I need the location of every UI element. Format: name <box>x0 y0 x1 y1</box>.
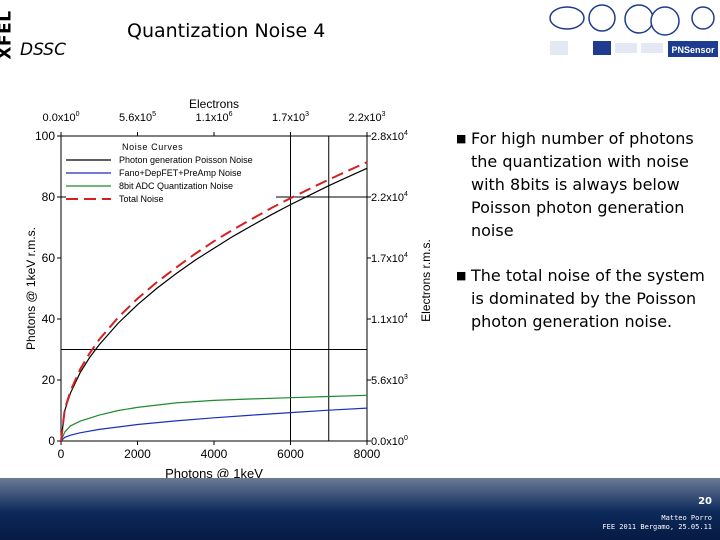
y-axis-title: Photons @ 1keV r.m.s. <box>24 227 38 350</box>
right-tick-label: 5.6x103 <box>371 374 408 387</box>
x-tick-label: 0 <box>58 447 65 461</box>
pnsensor-logo <box>668 41 718 57</box>
legend-label: Photon generation Poisson Noise <box>119 155 253 165</box>
top-axis-title: Electrons <box>189 97 239 111</box>
legend-label: Fano+DepFET+PreAmp Noise <box>119 168 242 178</box>
footer-author: Matteo Porro <box>661 514 712 522</box>
bullet-list: ■ For high number of photons the quantiza… <box>456 127 706 355</box>
partner-logo-2 <box>588 4 616 32</box>
pnsensor-logo-text: PNSensor <box>671 45 715 55</box>
page-number: 20 <box>698 496 712 507</box>
series-line-0 <box>60 167 368 442</box>
partner-logo-7 <box>593 41 611 55</box>
slide-title: Quantization Noise 4 <box>127 20 326 42</box>
legend-label: 8bit ADC Quantization Noise <box>119 181 233 191</box>
partner-logo-3 <box>624 4 654 34</box>
bullet-text: The total noise of the system is dominat… <box>471 266 705 331</box>
partner-logo-6 <box>550 41 568 55</box>
bullet-icon: ■ <box>456 132 467 145</box>
right-axis-title: Electrons r.m.s. <box>419 239 433 322</box>
partner-logo-8 <box>615 43 637 53</box>
y-tick-label: 100 <box>35 129 55 143</box>
partner-logo-5 <box>691 6 715 30</box>
top-tick-label: 1.1x106 <box>196 111 233 124</box>
series-line-2 <box>60 394 368 442</box>
right-tick-label: 2.8x104 <box>371 130 408 143</box>
x-axis-title: Photons @ 1keV <box>165 466 263 481</box>
x-tick-label: 6000 <box>277 447 304 461</box>
right-tick-label: 1.1x104 <box>371 313 408 326</box>
bullet-icon: ■ <box>456 269 467 282</box>
series-line-3 <box>60 161 368 442</box>
top-tick-label: 0.0x100 <box>43 111 80 124</box>
bullet-text: For high number of photons the quantizat… <box>471 129 694 240</box>
x-tick-label: 8000 <box>354 447 381 461</box>
xfel-logo-text: XFEL <box>0 10 16 60</box>
x-tick-label: 2000 <box>124 447 151 461</box>
xfel-logo: XFEL <box>0 3 19 63</box>
y-tick-label: 40 <box>42 312 56 326</box>
bullet-item: ■ The total noise of the system is domina… <box>456 264 706 333</box>
series-line-1 <box>60 407 368 442</box>
right-tick-label: 1.7x104 <box>371 252 408 265</box>
x-tick-label: 4000 <box>201 447 228 461</box>
footer-bar: 20 Matteo Porro FEE 2011 Bergamo, 25.05.… <box>0 478 720 540</box>
top-tick-label: 1.7x103 <box>272 111 309 124</box>
y-tick-label: 0 <box>48 434 55 448</box>
right-tick-label: 2.2x104 <box>371 191 408 204</box>
partner-logo-9 <box>641 43 663 53</box>
y-tick-label: 60 <box>42 251 56 265</box>
footer-info: Matteo Porro FEE 2011 Bergamo, 25.05.11 <box>602 514 712 532</box>
partner-logo-4 <box>650 6 680 36</box>
dssc-label: DSSC <box>20 40 66 60</box>
footer-event: FEE 2011 Bergamo, 25.05.11 <box>602 523 712 531</box>
noise-chart: 0 2000 4000 6000 8000 0 20 40 60 80 100 0.0x100 5.6x… <box>24 97 433 481</box>
bullet-item: ■ For high number of photons the quantiza… <box>456 127 706 242</box>
partner-logo-1 <box>549 6 585 30</box>
top-tick-label: 5.6x105 <box>119 111 156 124</box>
y-tick-label: 80 <box>42 190 56 204</box>
right-tick-label: 0.0x100 <box>371 435 408 448</box>
partner-logos: PNSensor <box>549 4 718 57</box>
y-tick-label: 20 <box>42 373 56 387</box>
top-tick-label: 2.2x103 <box>349 111 386 124</box>
legend-label: Total Noise <box>119 194 164 204</box>
legend-title: Noise Curves <box>122 142 183 152</box>
